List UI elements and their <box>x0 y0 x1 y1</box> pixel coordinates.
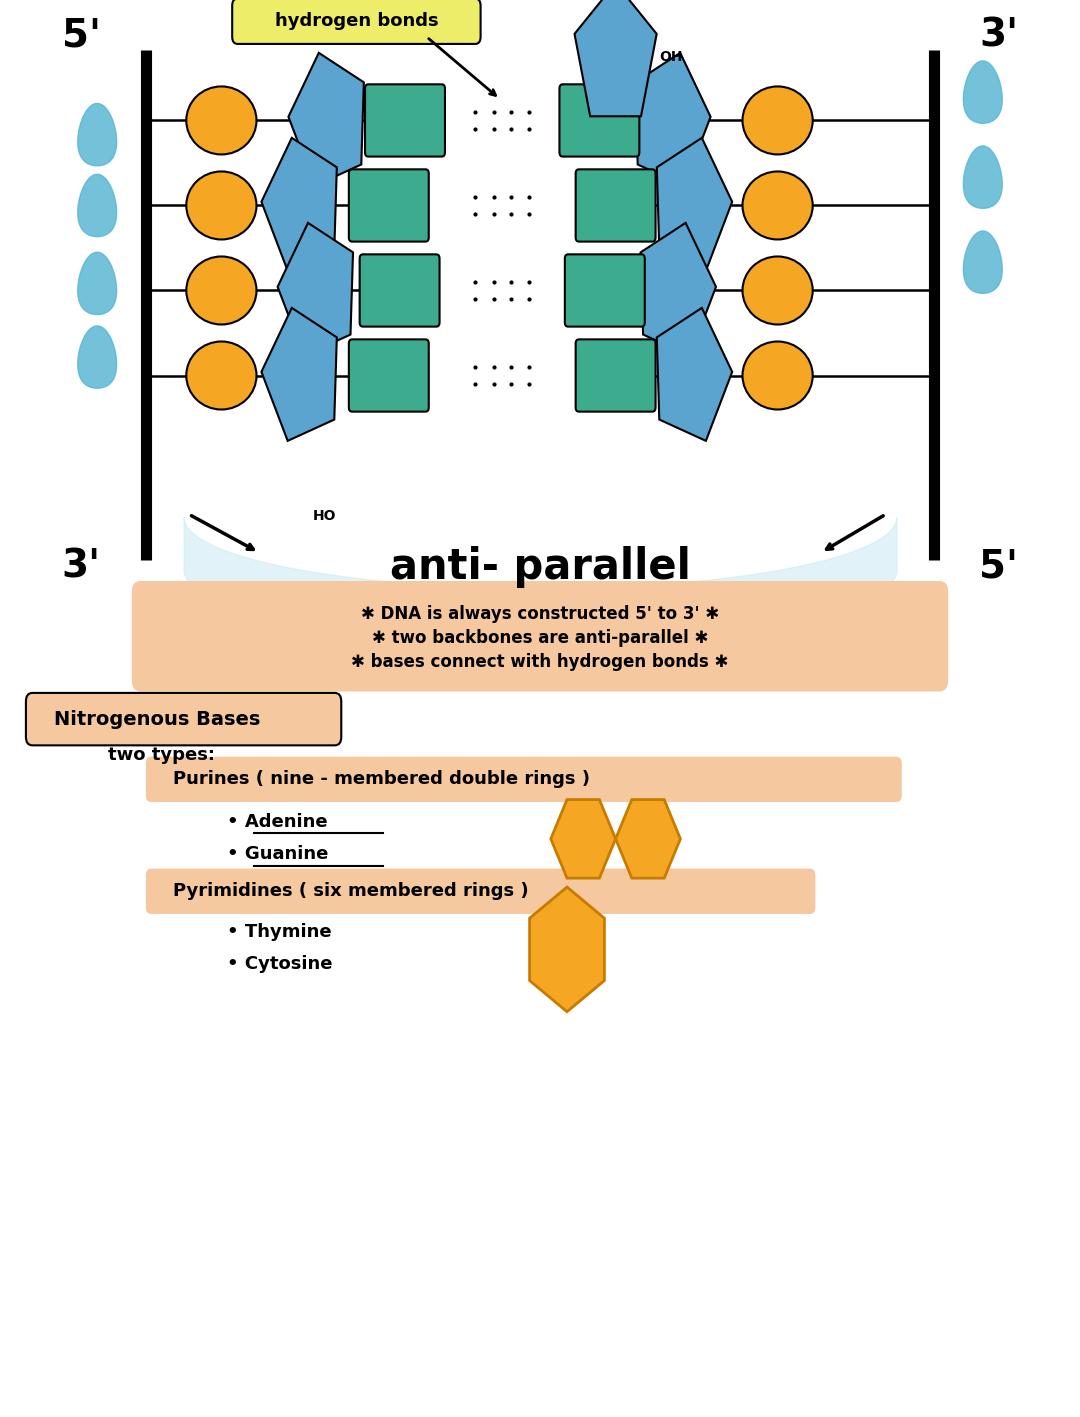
Polygon shape <box>616 799 680 879</box>
Polygon shape <box>635 52 711 186</box>
Polygon shape <box>657 307 732 441</box>
Ellipse shape <box>743 341 813 410</box>
Polygon shape <box>551 799 616 879</box>
FancyBboxPatch shape <box>360 255 440 327</box>
FancyBboxPatch shape <box>565 255 645 327</box>
FancyBboxPatch shape <box>576 169 656 241</box>
Polygon shape <box>963 231 1002 293</box>
Text: Nitrogenous Bases: Nitrogenous Bases <box>54 710 260 730</box>
Text: two types:: two types: <box>108 747 215 764</box>
Ellipse shape <box>186 171 257 239</box>
Ellipse shape <box>743 256 813 324</box>
FancyBboxPatch shape <box>146 869 815 914</box>
Text: ✱ two backbones are anti-parallel ✱: ✱ two backbones are anti-parallel ✱ <box>372 629 708 646</box>
Text: HO: HO <box>313 509 337 523</box>
Polygon shape <box>261 137 337 271</box>
Ellipse shape <box>743 171 813 239</box>
FancyBboxPatch shape <box>26 693 341 745</box>
Text: ✱ bases connect with hydrogen bonds ✱: ✱ bases connect with hydrogen bonds ✱ <box>351 653 729 670</box>
Polygon shape <box>575 0 657 116</box>
FancyBboxPatch shape <box>365 85 445 157</box>
Polygon shape <box>78 103 117 166</box>
Text: ✱ DNA is always constructed 5' to 3' ✱: ✱ DNA is always constructed 5' to 3' ✱ <box>361 605 719 622</box>
Polygon shape <box>78 174 117 237</box>
Text: 5': 5' <box>980 548 1018 585</box>
Polygon shape <box>657 137 732 271</box>
FancyBboxPatch shape <box>146 757 902 802</box>
Polygon shape <box>529 887 605 1012</box>
Polygon shape <box>963 146 1002 208</box>
Polygon shape <box>278 222 353 356</box>
Polygon shape <box>963 61 1002 123</box>
Polygon shape <box>288 52 364 186</box>
Polygon shape <box>640 222 716 356</box>
Text: 5': 5' <box>62 17 100 54</box>
Text: OH: OH <box>659 50 683 64</box>
Text: • Thymine: • Thymine <box>227 924 332 941</box>
Text: anti- parallel: anti- parallel <box>390 546 690 588</box>
Text: • Adenine: • Adenine <box>227 813 327 830</box>
Polygon shape <box>78 252 117 315</box>
Text: Pyrimidines ( six membered rings ): Pyrimidines ( six membered rings ) <box>173 883 528 900</box>
Text: • Guanine: • Guanine <box>227 846 328 863</box>
Text: 3': 3' <box>980 17 1018 54</box>
Polygon shape <box>78 326 117 388</box>
Text: hydrogen bonds: hydrogen bonds <box>274 13 438 30</box>
FancyBboxPatch shape <box>349 169 429 241</box>
Polygon shape <box>261 307 337 441</box>
Ellipse shape <box>186 256 257 324</box>
Text: • Cytosine: • Cytosine <box>227 955 333 972</box>
Text: Purines ( nine - membered double rings ): Purines ( nine - membered double rings ) <box>173 771 590 788</box>
FancyBboxPatch shape <box>232 0 481 44</box>
FancyBboxPatch shape <box>132 581 948 691</box>
Ellipse shape <box>186 86 257 154</box>
Ellipse shape <box>743 86 813 154</box>
Ellipse shape <box>186 341 257 410</box>
FancyBboxPatch shape <box>559 85 639 157</box>
Text: 3': 3' <box>62 548 100 585</box>
FancyBboxPatch shape <box>349 339 429 412</box>
FancyBboxPatch shape <box>576 339 656 412</box>
